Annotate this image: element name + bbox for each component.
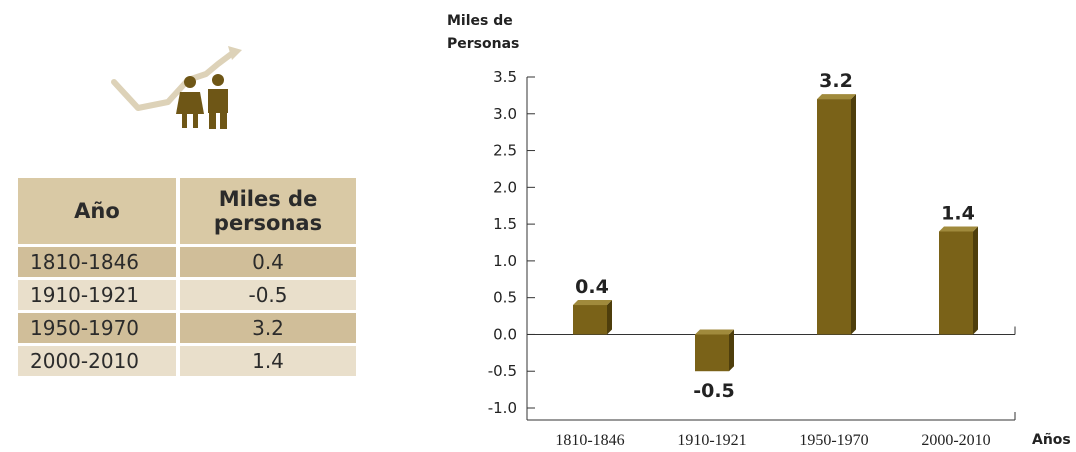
x-category-label: 1950-1970 <box>799 432 868 449</box>
table-cell-year: 2000-2010 <box>18 346 176 376</box>
bar-value-label: 0.4 <box>575 276 609 298</box>
bar <box>573 300 612 335</box>
table-cell-value: 0.4 <box>180 247 356 277</box>
y-tick-label: 3.0 <box>493 105 517 123</box>
table-header-value-line1: Miles de <box>218 187 318 211</box>
y-axis-title-line2: Personas <box>447 36 519 52</box>
table-cell-year: 1950-1970 <box>18 313 176 343</box>
table-cell-value: 3.2 <box>180 313 356 343</box>
data-table: Año Miles de personas 1810-1846 0.4 1910… <box>14 175 360 379</box>
bar-value-label: 3.2 <box>819 70 853 92</box>
y-tick-label: -0.5 <box>488 362 517 380</box>
x-axis-title: Años <box>1032 432 1071 448</box>
bar <box>695 329 734 372</box>
woman-icon <box>176 76 204 128</box>
bar-value-label: 1.4 <box>941 202 975 224</box>
table-row: 1950-1970 3.2 <box>18 313 356 343</box>
bar-value-label: -0.5 <box>693 380 735 402</box>
y-tick-label: 3.5 <box>493 68 517 86</box>
table-row: 2000-2010 1.4 <box>18 346 356 376</box>
y-tick-label: -1.0 <box>488 399 517 417</box>
table-header-value-line2: personas <box>213 211 323 235</box>
x-category-label: 1810-1846 <box>555 432 624 449</box>
man-icon <box>208 74 228 129</box>
population-growth-icon <box>108 42 248 132</box>
table-row: 1910-1921 -0.5 <box>18 280 356 310</box>
table-cell-value: 1.4 <box>180 346 356 376</box>
y-tick-label: 0.5 <box>493 289 517 307</box>
bar <box>817 94 856 335</box>
trend-arrow-icon <box>111 46 242 129</box>
table-cell-year: 1810-1846 <box>18 247 176 277</box>
x-category-label: 2000-2010 <box>921 432 990 449</box>
table-cell-value: -0.5 <box>180 280 356 310</box>
bar <box>939 226 978 335</box>
table-header-value: Miles de personas <box>180 178 356 244</box>
y-tick-label: 2.5 <box>493 142 517 160</box>
y-tick-label: 1.0 <box>493 252 517 270</box>
y-tick-label: 1.5 <box>493 215 517 233</box>
y-axis-title-line1: Miles de <box>447 13 513 29</box>
table-header-year: Año <box>18 178 176 244</box>
y-tick-label: 0.0 <box>493 325 517 343</box>
table-row: 1810-1846 0.4 <box>18 247 356 277</box>
table-cell-year: 1910-1921 <box>18 280 176 310</box>
y-tick-label: 2.0 <box>493 178 517 196</box>
x-category-label: 1910-1921 <box>677 432 746 449</box>
